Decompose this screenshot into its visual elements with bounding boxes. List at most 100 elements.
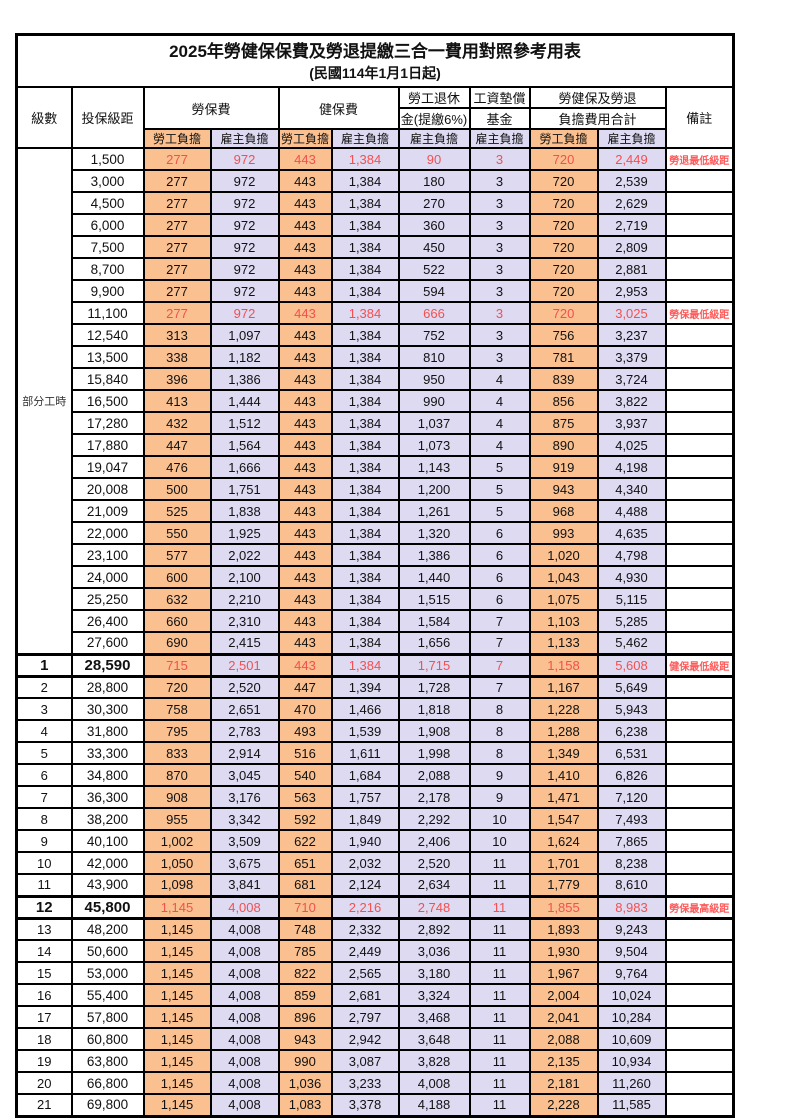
total-employer-cell: 5,608	[596, 652, 667, 678]
remark-cell	[664, 609, 735, 633]
total-employee-cell: 1,020	[528, 543, 599, 567]
total-employee-cell: 1,288	[528, 719, 599, 743]
remark-cell	[664, 191, 735, 215]
health-employer-cell: 2,449	[330, 939, 400, 963]
bracket-cell: 8,700	[70, 257, 145, 281]
bracket-cell: 48,200	[70, 917, 145, 941]
remark-cell	[664, 631, 735, 655]
total-employer-cell: 2,809	[596, 235, 667, 259]
wage-fund-employer-cell: 8	[468, 719, 531, 743]
health-employer-cell: 1,384	[330, 521, 400, 545]
table-row: 27,600 690 2,415 443 1,384 1,656 7 1,133 5,462	[17, 631, 735, 655]
table-row: 15,840 396 1,386 443 1,384 950 4 839 3,724	[17, 367, 735, 391]
table-row: 24,000 600 2,100 443 1,384 1,440 6 1,043 4,930	[17, 565, 735, 589]
remark-cell	[664, 213, 735, 237]
labor-employer-cell: 4,008	[209, 983, 280, 1007]
labor-employer-cell: 4,008	[209, 1093, 280, 1117]
bracket-cell: 21,009	[70, 499, 145, 523]
health-employer-cell: 1,394	[330, 675, 400, 699]
table-title-block: 2025年勞健保保費及勞退提繳三合一費用對照參考用表 (民國114年1月1日起)	[15, 33, 735, 88]
bracket-cell: 9,900	[70, 279, 145, 303]
remark-cell	[664, 389, 735, 413]
wage-fund-employer-cell: 11	[468, 1071, 531, 1095]
labor-employee-cell: 277	[142, 213, 212, 237]
header-wage-fund-line2: 基金	[468, 107, 531, 130]
remark-cell	[664, 433, 735, 457]
health-employee-cell: 443	[277, 609, 333, 633]
pension-employer-cell: 2,634	[397, 873, 471, 897]
health-employee-cell: 896	[277, 1005, 333, 1029]
total-employer-cell: 7,865	[596, 829, 667, 853]
total-employee-cell: 720	[528, 169, 599, 193]
labor-employee-cell: 632	[142, 587, 212, 611]
labor-employer-cell: 2,501	[209, 652, 280, 678]
table-row: 部分工時 1,500 277 972 443 1,384 90 3 720 2,449 勞退最低級距	[15, 147, 735, 655]
labor-employee-cell: 715	[142, 652, 212, 678]
pension-employer-cell: 752	[397, 323, 471, 347]
health-employer-cell: 3,378	[330, 1093, 400, 1117]
header-row-1: 級數 投保級距 勞保費 健保費 勞工退休 工資墊償 勞健保及勞退 備註	[15, 86, 735, 149]
remark-cell	[664, 763, 735, 787]
labor-employee-cell: 1,145	[142, 983, 212, 1007]
pension-employer-cell: 360	[397, 213, 471, 237]
total-employee-cell: 2,135	[528, 1049, 599, 1073]
labor-employer-cell: 3,045	[209, 763, 280, 787]
table-row: 7 36,300 908 3,176 563 1,757 2,178 9 1,471 7,120	[15, 785, 735, 809]
total-employer-cell: 3,025	[596, 301, 667, 325]
labor-employer-cell: 1,444	[209, 389, 280, 413]
total-employer-cell: 10,284	[596, 1005, 667, 1029]
total-employee-cell: 720	[528, 191, 599, 215]
table-row: 22,000 550 1,925 443 1,384 1,320 6 993 4,635	[17, 521, 735, 545]
labor-employee-cell: 870	[142, 763, 212, 787]
health-employer-cell: 1,384	[330, 587, 400, 611]
total-employer-cell: 4,340	[596, 477, 667, 501]
wage-fund-employer-cell: 7	[468, 609, 531, 633]
health-employer-cell: 1,384	[330, 235, 400, 259]
level-cell: 9	[15, 829, 73, 853]
page-subtitle: (民國114年1月1日起)	[309, 64, 441, 81]
table-row: 9 40,100 1,002 3,509 622 1,940 2,406 10 1,624 7,8…	[15, 829, 735, 853]
total-employer-cell: 3,237	[596, 323, 667, 347]
total-employee-cell: 1,930	[528, 939, 599, 963]
wage-fund-employer-cell: 3	[468, 345, 531, 369]
health-employee-cell: 1,036	[277, 1071, 333, 1095]
labor-employer-cell: 2,210	[209, 587, 280, 611]
subheader-labor-employee: 勞工負擔	[142, 128, 212, 149]
table-row: 17 57,800 1,145 4,008 896 2,797 3,468 11 2,041 10…	[15, 1005, 735, 1029]
labor-employer-cell: 1,564	[209, 433, 280, 457]
wage-fund-employer-cell: 9	[468, 763, 531, 787]
wage-fund-employer-cell: 11	[468, 894, 531, 920]
labor-employer-cell: 3,675	[209, 851, 280, 875]
level-cell: 13	[15, 917, 73, 941]
table-row: 5 33,300 833 2,914 516 1,611 1,998 8 1,349 6,531	[15, 741, 735, 765]
labor-employer-cell: 1,386	[209, 367, 280, 391]
total-employer-cell: 2,629	[596, 191, 667, 215]
health-employee-cell: 540	[277, 763, 333, 787]
total-employee-cell: 1,103	[528, 609, 599, 633]
total-employee-cell: 1,471	[528, 785, 599, 809]
labor-employer-cell: 4,008	[209, 961, 280, 985]
health-employee-cell: 443	[277, 235, 333, 259]
total-employee-cell: 1,410	[528, 763, 599, 787]
header-remark: 備註	[664, 86, 735, 149]
health-employer-cell: 1,384	[330, 389, 400, 413]
labor-employer-cell: 1,512	[209, 411, 280, 435]
labor-employer-cell: 1,925	[209, 521, 280, 545]
labor-employee-cell: 277	[142, 235, 212, 259]
labor-employee-cell: 277	[142, 147, 212, 171]
wage-fund-employer-cell: 4	[468, 433, 531, 457]
header-row-2: 金(提繳6%) 基金 負擔費用合計	[17, 107, 734, 130]
pension-employer-cell: 1,440	[397, 565, 471, 589]
health-employer-cell: 1,940	[330, 829, 400, 853]
total-employer-cell: 10,934	[596, 1049, 667, 1073]
health-employer-cell: 1,466	[330, 697, 400, 721]
bracket-cell: 33,300	[70, 741, 145, 765]
table-row: 11,100 277 972 443 1,384 666 3 720 3,025 勞保最低級距	[17, 301, 735, 325]
labor-employer-cell: 972	[209, 235, 280, 259]
table-row: 7,500 277 972 443 1,384 450 3 720 2,809	[17, 235, 735, 259]
total-employee-cell: 1,133	[528, 631, 599, 655]
pension-employer-cell: 950	[397, 367, 471, 391]
bracket-cell: 53,000	[70, 961, 145, 985]
table-row: 17,280 432 1,512 443 1,384 1,037 4 875 3,937	[17, 411, 735, 435]
remark-cell	[664, 235, 735, 259]
